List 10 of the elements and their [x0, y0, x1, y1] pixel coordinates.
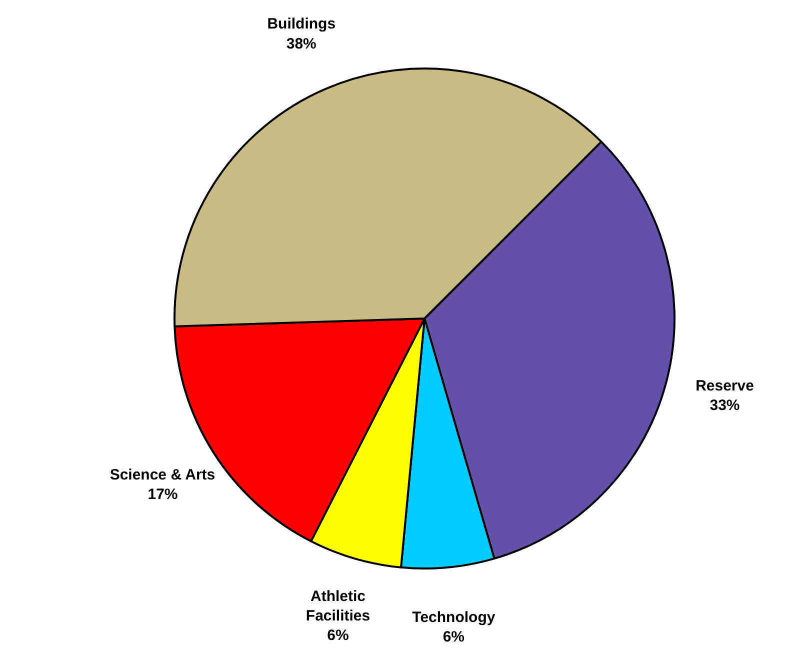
slice-label: Athletic Facilities [306, 588, 370, 625]
data-label: 6% [442, 628, 465, 646]
data-label: 38% [286, 35, 316, 52]
slice-label: Technology [412, 608, 496, 626]
slice-label: Science & Arts [110, 466, 216, 484]
slice-label: Buildings [267, 16, 336, 33]
data-label: 17% [148, 486, 178, 503]
data-label: 6% [327, 627, 349, 644]
slice-label: Reserve [696, 377, 754, 394]
data-label: 33% [710, 396, 740, 414]
